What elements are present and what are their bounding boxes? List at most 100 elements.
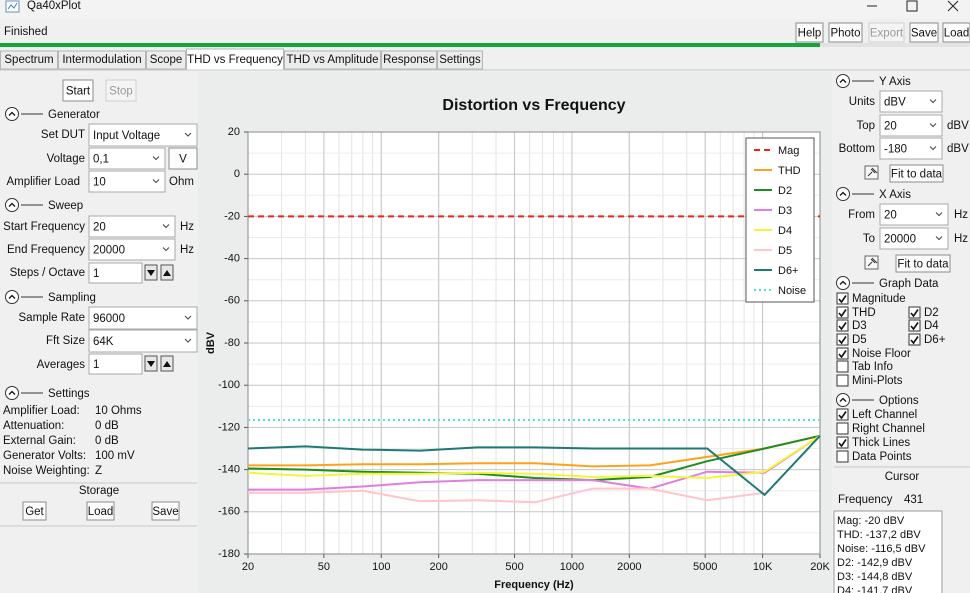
input-value: dBV [884, 97, 906, 109]
input-field[interactable] [88, 238, 176, 261]
button[interactable] [895, 254, 951, 273]
checkbox[interactable] [836, 333, 849, 346]
collapse-button[interactable] [5, 198, 19, 212]
series-line [248, 487, 765, 504]
checkbox[interactable] [836, 422, 849, 435]
input-field[interactable] [88, 123, 198, 147]
info-value: 10 Ohms [95, 405, 142, 417]
field-label: Voltage [47, 153, 85, 165]
tab[interactable] [381, 50, 437, 70]
collapse-chevron [8, 111, 16, 116]
collapse-button[interactable] [836, 74, 850, 88]
input-field[interactable] [88, 329, 198, 353]
tab[interactable] [146, 50, 186, 70]
button[interactable] [889, 164, 944, 183]
tab[interactable] [58, 50, 146, 70]
button-label: Start [66, 86, 91, 98]
input-field[interactable] [88, 215, 176, 238]
collapse-button[interactable] [836, 187, 850, 201]
field-label: Bottom [839, 143, 875, 155]
button-label: Save [152, 506, 178, 518]
y-tick-label: -140 [218, 464, 240, 476]
close-button[interactable] [947, 0, 959, 12]
button-label: Load [88, 506, 114, 518]
checkbox[interactable] [836, 292, 849, 305]
check-mark [838, 411, 847, 420]
section-title: Y Axis [879, 76, 911, 88]
tab[interactable] [437, 50, 483, 70]
maximize-button[interactable] [906, 0, 918, 12]
checkbox[interactable] [908, 306, 921, 319]
input-field[interactable] [88, 353, 143, 375]
collapse-button[interactable] [5, 290, 19, 304]
info-label: Attenuation: [3, 420, 64, 432]
input-field[interactable] [879, 90, 943, 113]
dropdown-arrow [184, 338, 192, 343]
button[interactable] [942, 22, 970, 43]
tab-label: THD vs Amplitude [286, 54, 378, 66]
cursor-line: D3: -144,8 dBV [837, 571, 913, 583]
y-axis-label: dBV [205, 331, 217, 354]
input-field[interactable] [879, 114, 943, 137]
input-field[interactable] [88, 147, 166, 170]
button[interactable] [828, 22, 863, 43]
button[interactable] [151, 501, 180, 521]
field-label: To [863, 233, 875, 245]
input-value: 20000 [93, 245, 125, 257]
input-field[interactable] [88, 306, 198, 330]
input-value: 1 [93, 268, 99, 280]
check-mark [910, 309, 919, 318]
collapse-button[interactable] [836, 393, 850, 407]
field-label: End Frequency [7, 244, 85, 256]
collapse-button[interactable] [836, 276, 850, 290]
section-title: Options [879, 395, 919, 407]
button[interactable] [168, 147, 198, 170]
input-field[interactable] [879, 227, 949, 250]
field-label: Frequency [838, 494, 893, 506]
dropdown-arrow [929, 123, 937, 128]
field-label: Start Frequency [3, 221, 85, 233]
button[interactable] [62, 79, 94, 102]
checkbox[interactable] [908, 319, 921, 332]
checkbox[interactable] [908, 333, 921, 346]
legend-label: THD [778, 165, 801, 177]
checkbox[interactable] [836, 360, 849, 373]
checkbox[interactable] [836, 408, 849, 421]
chart-title: Distortion vs Frequency [442, 97, 625, 114]
checkbox[interactable] [836, 450, 849, 463]
tab[interactable] [0, 50, 58, 70]
button[interactable] [22, 501, 47, 521]
checkbox[interactable] [836, 347, 849, 360]
legend [745, 137, 815, 303]
legend-label: D4 [778, 225, 792, 237]
section-title: Generator [48, 109, 100, 121]
button-label: V [179, 154, 187, 166]
button[interactable] [868, 22, 905, 43]
button[interactable] [795, 22, 824, 43]
input-field[interactable] [879, 137, 943, 160]
tab[interactable] [284, 50, 381, 70]
field-label: Top [856, 120, 875, 132]
x-tick-label: 2000 [617, 561, 641, 573]
dropdown-arrow [162, 224, 170, 229]
checkbox[interactable] [836, 436, 849, 449]
button-label: Help [798, 28, 822, 40]
checkbox[interactable] [836, 374, 849, 387]
collapse-button[interactable] [5, 107, 19, 121]
button[interactable] [86, 501, 115, 521]
y-tick-label: -180 [218, 548, 240, 560]
input-value: 20 [93, 222, 106, 234]
x-tick-label: 500 [505, 561, 523, 573]
input-field[interactable] [88, 170, 166, 193]
button-label: Stop [109, 86, 133, 98]
checkbox[interactable] [836, 319, 849, 332]
checkbox[interactable] [836, 306, 849, 319]
button[interactable] [105, 79, 137, 102]
x-tick-label: 20 [242, 561, 254, 573]
input-value: 20 [884, 121, 897, 133]
button[interactable] [909, 22, 939, 43]
input-field[interactable] [88, 262, 143, 284]
collapse-button[interactable] [5, 386, 19, 400]
checkbox-label: Noise Floor [852, 348, 911, 360]
input-field[interactable] [879, 203, 949, 226]
